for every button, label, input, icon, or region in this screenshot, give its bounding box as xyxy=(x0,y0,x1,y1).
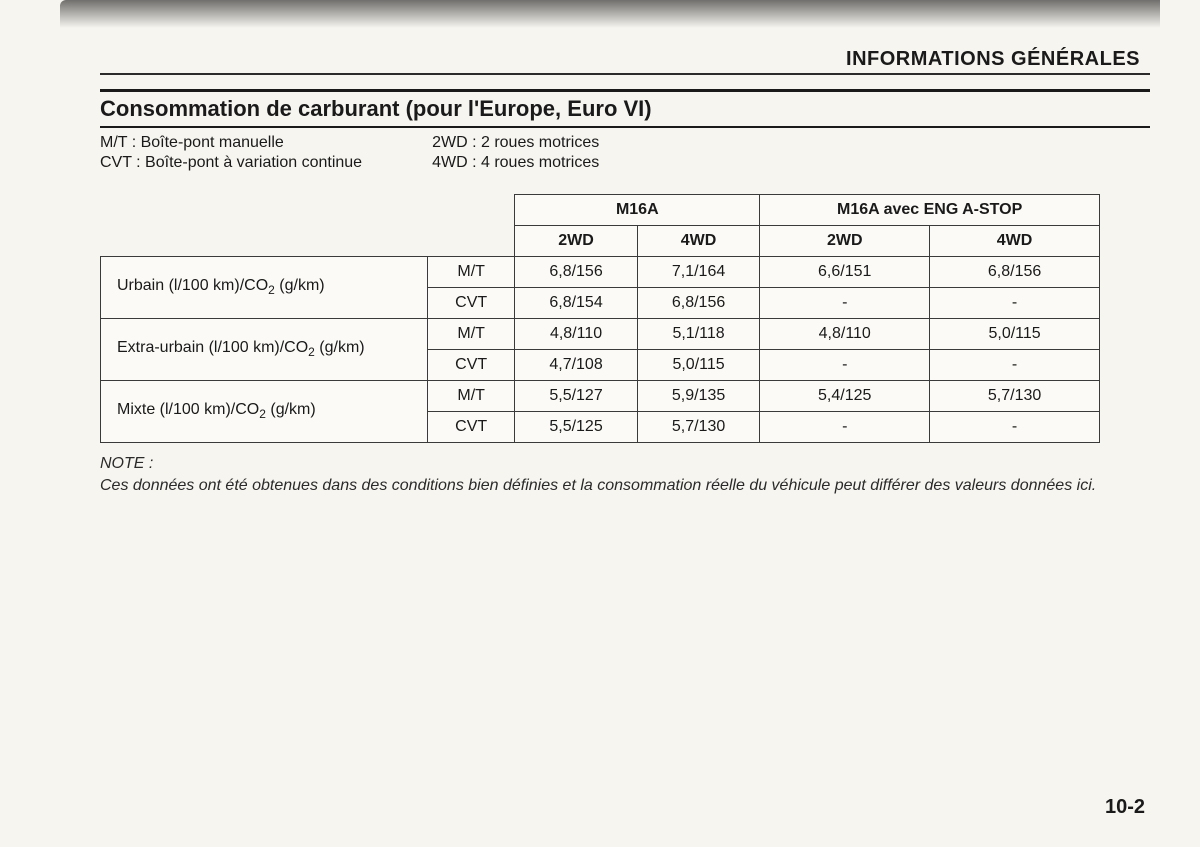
legend-col-transmission: M/T : Boîte-pont manuelle CVT : Boîte-po… xyxy=(100,134,362,172)
trans-label: CVT xyxy=(428,412,515,443)
row-label-mixte: Mixte (l/100 km)/CO2 (g/km) xyxy=(101,381,428,443)
note-text: Ces données ont été obtenues dans des co… xyxy=(100,477,1096,494)
trans-label: CVT xyxy=(428,288,515,319)
cell: 5,0/115 xyxy=(930,319,1100,350)
label-text: Extra-urbain (l/100 km)/CO xyxy=(117,339,308,356)
cell: 4,7/108 xyxy=(515,350,638,381)
cell: 6,8/156 xyxy=(637,288,760,319)
cell: - xyxy=(930,350,1100,381)
col-4wd-a: 4WD xyxy=(637,226,760,257)
label-sub: 2 xyxy=(308,346,315,360)
cell: 5,5/125 xyxy=(515,412,638,443)
legend-col-drive: 2WD : 2 roues motrices 4WD : 4 roues mot… xyxy=(432,134,599,172)
cell: 5,4/125 xyxy=(760,381,930,412)
cell: 4,8/110 xyxy=(515,319,638,350)
cell: - xyxy=(760,412,930,443)
fuel-consumption-table: M16A M16A avec ENG A-STOP 2WD 4WD 2WD 4W… xyxy=(100,194,1100,443)
row-label-urbain: Urbain (l/100 km)/CO2 (g/km) xyxy=(101,257,428,319)
legend: M/T : Boîte-pont manuelle CVT : Boîte-po… xyxy=(100,134,1150,172)
cell: - xyxy=(930,288,1100,319)
trans-label: M/T xyxy=(428,257,515,288)
cell: 6,8/154 xyxy=(515,288,638,319)
label-text: (g/km) xyxy=(315,339,365,356)
col-4wd-b: 4WD xyxy=(930,226,1100,257)
table-row: Urbain (l/100 km)/CO2 (g/km) M/T 6,8/156… xyxy=(101,257,1100,288)
cell: 5,7/130 xyxy=(637,412,760,443)
trans-label: M/T xyxy=(428,319,515,350)
cell: 5,5/127 xyxy=(515,381,638,412)
cell: - xyxy=(760,350,930,381)
note-block: NOTE : Ces données ont été obtenues dans… xyxy=(100,453,1100,496)
legend-mt: M/T : Boîte-pont manuelle xyxy=(100,134,362,152)
table-row: Mixte (l/100 km)/CO2 (g/km) M/T 5,5/127 … xyxy=(101,381,1100,412)
label-text: (g/km) xyxy=(266,401,316,418)
legend-cvt: CVT : Boîte-pont à variation continue xyxy=(100,154,362,172)
trans-label: CVT xyxy=(428,350,515,381)
table-row: Extra-urbain (l/100 km)/CO2 (g/km) M/T 4… xyxy=(101,319,1100,350)
legend-2wd: 2WD : 2 roues motrices xyxy=(432,134,599,152)
label-sub: 2 xyxy=(259,408,266,422)
col-2wd-b: 2WD xyxy=(760,226,930,257)
cell: 7,1/164 xyxy=(637,257,760,288)
label-text: Mixte (l/100 km)/CO xyxy=(117,401,259,418)
header-spacer xyxy=(101,195,515,257)
running-header: INFORMATIONS GÉNÉRALES xyxy=(100,48,1150,75)
cell: 4,8/110 xyxy=(760,319,930,350)
trans-label: M/T xyxy=(428,381,515,412)
col-group-m16a-astop: M16A avec ENG A-STOP xyxy=(760,195,1100,226)
cell: 6,8/156 xyxy=(515,257,638,288)
cell: 5,1/118 xyxy=(637,319,760,350)
cell: - xyxy=(760,288,930,319)
cell: 5,9/135 xyxy=(637,381,760,412)
page-number: 10-2 xyxy=(1105,796,1145,819)
section-title: Consommation de carburant (pour l'Europe… xyxy=(100,89,1150,128)
scan-shadow xyxy=(60,0,1160,28)
cell: 6,6/151 xyxy=(760,257,930,288)
row-label-extra: Extra-urbain (l/100 km)/CO2 (g/km) xyxy=(101,319,428,381)
cell: 6,8/156 xyxy=(930,257,1100,288)
col-group-m16a: M16A xyxy=(515,195,760,226)
label-sub: 2 xyxy=(268,284,275,298)
note-label: NOTE : xyxy=(100,455,153,472)
cell: - xyxy=(930,412,1100,443)
table-header-row-1: M16A M16A avec ENG A-STOP xyxy=(101,195,1100,226)
legend-4wd: 4WD : 4 roues motrices xyxy=(432,154,599,172)
cell: 5,7/130 xyxy=(930,381,1100,412)
cell: 5,0/115 xyxy=(637,350,760,381)
col-2wd-a: 2WD xyxy=(515,226,638,257)
label-text: Urbain (l/100 km)/CO xyxy=(117,277,268,294)
label-text: (g/km) xyxy=(275,277,325,294)
page: INFORMATIONS GÉNÉRALES Consommation de c… xyxy=(0,0,1200,847)
